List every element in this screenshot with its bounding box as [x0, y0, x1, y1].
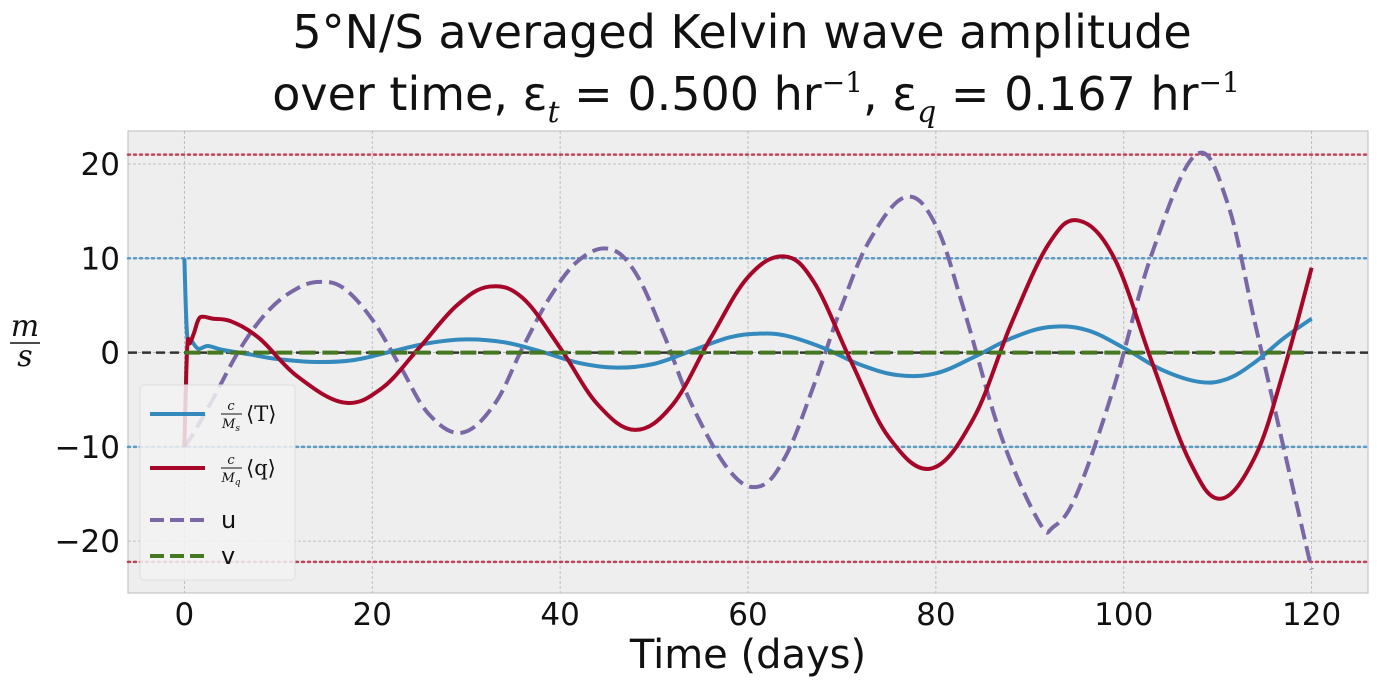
x-tick-labels: 0 20 40 60 80 100 120 [174, 597, 1341, 633]
legend-label-u: u [221, 506, 236, 534]
x-tick-label: 100 [1094, 597, 1153, 633]
title-eps-q-subscript: q [917, 95, 936, 130]
y-tick-label: −20 [55, 524, 120, 560]
x-tick-label: 20 [353, 597, 392, 633]
y-axis-label-denominator: s [17, 339, 32, 374]
series-line-q [182, 218, 1314, 501]
legend-T-bracket: ⟨T⟩ [246, 402, 276, 426]
chart-title-line1: 5°N/S averaged Kelvin wave amplitude [292, 5, 1191, 59]
y-tick-label: 20 [81, 147, 120, 183]
y-axis-label-numerator: m [11, 309, 39, 344]
series-layer [182, 150, 1314, 570]
x-tick-label: 60 [728, 597, 767, 633]
x-axis-label: Time (days) [629, 632, 866, 678]
title-eps-t-subscript: t [547, 95, 560, 130]
x-tick-label: 40 [540, 597, 579, 633]
y-tick-label: 0 [100, 336, 120, 372]
x-tick-label: 80 [916, 597, 955, 633]
legend-box [139, 384, 296, 581]
title-prefix: over time, ε [272, 67, 547, 121]
title-sep: , ε [863, 67, 917, 121]
legend-q-frac-num: c [227, 453, 235, 468]
y-tick-labels: −20 −10 0 10 20 [55, 147, 120, 560]
y-tick-label: −10 [55, 430, 120, 466]
y-tick-label: 10 [81, 241, 120, 277]
title-eps-t-value: = 0.500 hr [560, 67, 822, 121]
x-tick-label: 120 [1282, 597, 1341, 633]
legend-T-frac-num: c [227, 399, 235, 414]
legend: c Ms ⟨T⟩ c Mq ⟨q⟩ u v [139, 384, 296, 581]
legend-label-v: v [221, 542, 235, 570]
title-exp-q: −1 [1198, 66, 1239, 99]
title-eps-q-value: = 0.167 hr [936, 67, 1198, 121]
title-exp-t: −1 [822, 66, 863, 99]
legend-q-bracket: ⟨q⟩ [246, 456, 276, 480]
series-line-u [182, 150, 1314, 570]
x-tick-label: 0 [174, 597, 194, 633]
chart-title-line2: over time, εt = 0.500 hr−1, εq = 0.167 h… [272, 66, 1240, 130]
y-axis-label: m s [10, 309, 40, 374]
